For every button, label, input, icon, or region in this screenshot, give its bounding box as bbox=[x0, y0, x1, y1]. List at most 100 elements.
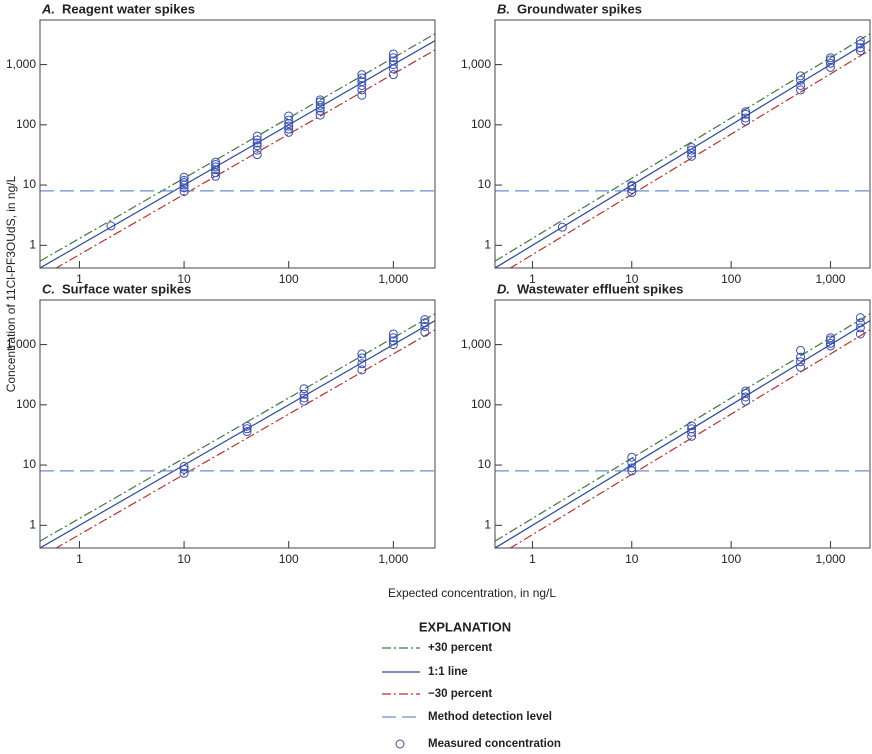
panel-letter: C. bbox=[42, 281, 55, 296]
y-tick-label: 10 bbox=[23, 457, 37, 471]
measured-point bbox=[557, 222, 567, 232]
measured-point bbox=[741, 109, 751, 119]
reference-line bbox=[509, 49, 870, 268]
reference-line bbox=[495, 313, 870, 542]
measured-point bbox=[388, 60, 398, 70]
legend-label: 1:1 line bbox=[428, 666, 468, 678]
measured-point bbox=[627, 463, 637, 473]
measured-point bbox=[741, 388, 751, 398]
measured-point bbox=[211, 159, 221, 169]
measured-point bbox=[825, 338, 835, 348]
measured-point bbox=[855, 329, 865, 339]
measured-point bbox=[179, 172, 189, 182]
y-tick-label: 10 bbox=[478, 457, 492, 471]
x-tick-label: 10 bbox=[177, 272, 191, 286]
reference-line bbox=[55, 329, 435, 548]
legend-label: Measured concentration bbox=[428, 738, 561, 750]
y-tick-label: 10 bbox=[23, 177, 37, 191]
x-tick-label: 100 bbox=[721, 272, 741, 286]
measured-point bbox=[252, 141, 262, 151]
measured-point bbox=[687, 148, 697, 158]
reference-line bbox=[55, 49, 435, 268]
plot-area bbox=[40, 313, 435, 548]
measured-point bbox=[825, 58, 835, 68]
measured-point bbox=[855, 313, 865, 323]
y-tick-label: 100 bbox=[471, 117, 491, 131]
y-axis-label: Concentration of 11Cl-PF3OUdS, in ng/L bbox=[4, 175, 18, 392]
measured-point bbox=[357, 77, 367, 87]
measured-point bbox=[315, 97, 325, 107]
y-tick-label: 10 bbox=[478, 177, 492, 191]
legend-label: −30 percent bbox=[428, 688, 492, 700]
measured-point bbox=[211, 162, 221, 172]
measured-point bbox=[388, 329, 398, 339]
x-tick-label: 1,000 bbox=[378, 272, 408, 286]
measured-point bbox=[388, 49, 398, 59]
measured-point bbox=[420, 315, 430, 325]
measured-point bbox=[825, 335, 835, 345]
reference-line bbox=[40, 313, 435, 542]
measured-point bbox=[299, 389, 309, 399]
plot-frame bbox=[39, 299, 436, 549]
panel-letter: B. bbox=[497, 1, 510, 16]
measured-point bbox=[179, 461, 189, 471]
x-tick-label: 10 bbox=[177, 552, 191, 566]
measured-point bbox=[179, 468, 189, 478]
measured-point bbox=[388, 53, 398, 63]
x-tick-label: 100 bbox=[279, 272, 299, 286]
x-axis-label: Expected concentration, in ng/L bbox=[388, 586, 556, 600]
measured-point bbox=[388, 340, 398, 350]
x-tick-label: 1,000 bbox=[378, 552, 408, 566]
panel-letter: D. bbox=[497, 281, 510, 296]
measured-point bbox=[388, 70, 398, 80]
y-tick-label: 100 bbox=[16, 397, 36, 411]
measured-point bbox=[855, 323, 865, 333]
measured-point bbox=[687, 151, 697, 161]
reference-line bbox=[40, 33, 435, 262]
reference-line bbox=[495, 320, 870, 548]
plot-area bbox=[40, 33, 435, 268]
measured-point bbox=[315, 100, 325, 110]
measured-point bbox=[242, 424, 252, 434]
y-tick-label: 1,000 bbox=[6, 57, 36, 71]
measured-point bbox=[855, 43, 865, 53]
measured-point bbox=[179, 175, 189, 185]
plot-frame bbox=[494, 19, 871, 269]
measured-point bbox=[825, 333, 835, 343]
plot-frame bbox=[39, 19, 436, 269]
measured-point bbox=[855, 318, 865, 328]
measured-point bbox=[211, 157, 221, 167]
panel-title: Surface water spikes bbox=[62, 281, 191, 296]
measured-point bbox=[242, 421, 252, 431]
measured-point bbox=[627, 452, 637, 462]
y-tick-label: 1 bbox=[29, 237, 36, 251]
panel-title: Wastewater effluent spikes bbox=[517, 281, 683, 296]
measured-point bbox=[796, 362, 806, 372]
measured-point bbox=[357, 353, 367, 363]
measured-point bbox=[687, 421, 697, 431]
measured-point bbox=[741, 116, 751, 126]
x-tick-label: 10 bbox=[625, 272, 639, 286]
measured-point bbox=[687, 424, 697, 434]
panel-title: Reagent water spikes bbox=[62, 1, 195, 16]
y-tick-label: 1,000 bbox=[6, 337, 36, 351]
panel-letter: A. bbox=[41, 1, 55, 16]
measured-point bbox=[357, 70, 367, 80]
measured-point bbox=[420, 318, 430, 328]
x-tick-label: 1 bbox=[529, 272, 536, 286]
measured-point bbox=[357, 90, 367, 100]
measured-point bbox=[825, 53, 835, 63]
measured-point bbox=[796, 75, 806, 85]
measured-point bbox=[284, 111, 294, 121]
x-tick-label: 1,000 bbox=[815, 552, 845, 566]
measured-point bbox=[299, 396, 309, 406]
reference-line bbox=[40, 320, 435, 548]
measured-point bbox=[284, 124, 294, 134]
measured-point bbox=[627, 184, 637, 194]
y-tick-label: 1 bbox=[484, 517, 491, 531]
measured-point bbox=[284, 127, 294, 137]
x-tick-label: 1,000 bbox=[815, 272, 845, 286]
measured-point bbox=[855, 39, 865, 49]
